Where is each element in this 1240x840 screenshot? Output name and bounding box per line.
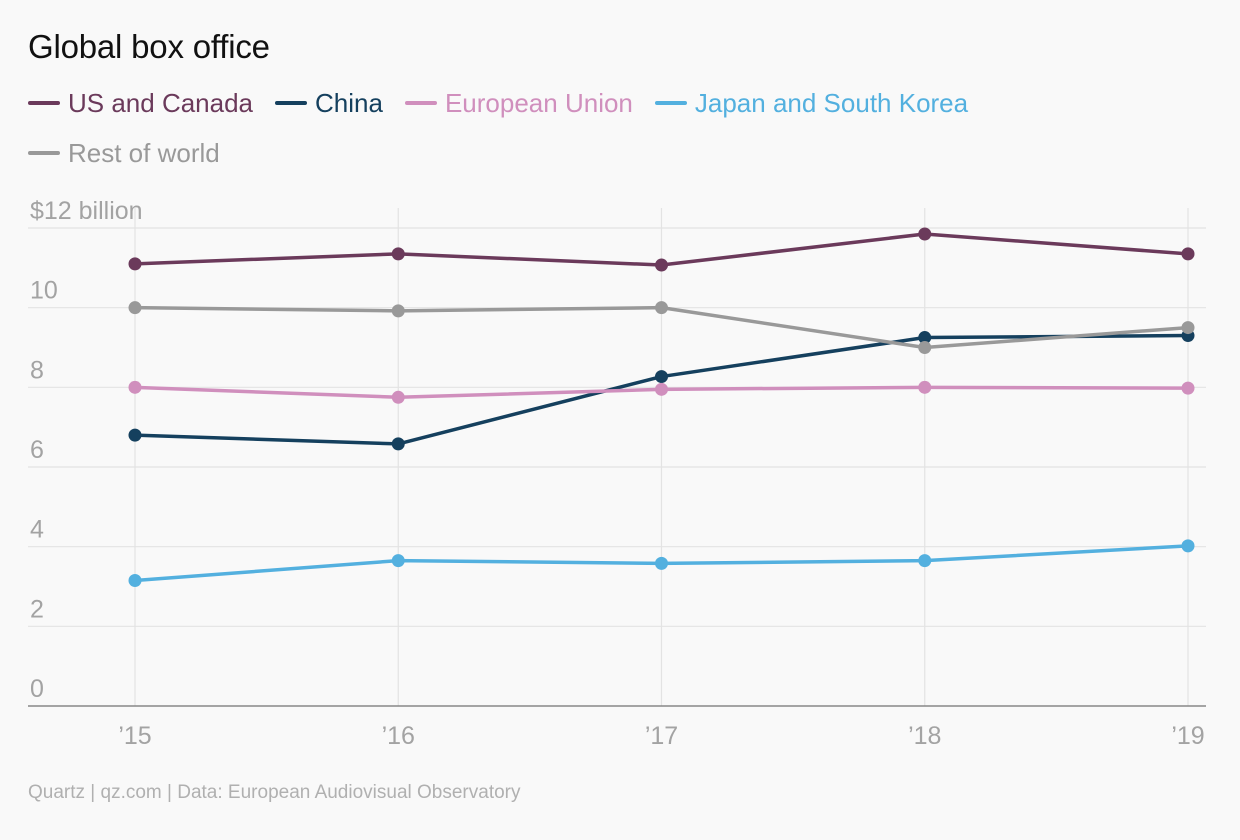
- legend-item: US and Canada: [28, 84, 253, 122]
- legend-item: European Union: [404, 84, 633, 122]
- chart-title: Global box office: [28, 28, 270, 65]
- legend-label: China: [315, 87, 383, 118]
- series-group: [128, 227, 1195, 588]
- y-axis-labels: 0 2 4 6 8 10 $12 billion: [30, 197, 143, 703]
- legend-swatch: [28, 101, 60, 105]
- legend-swatch: [404, 101, 437, 105]
- data-point: [1181, 381, 1195, 395]
- data-point: [918, 331, 932, 345]
- data-point: [391, 390, 405, 404]
- data-point: [128, 428, 142, 442]
- legend-item: Japan and South Korea: [654, 84, 969, 122]
- data-point: [918, 341, 932, 354]
- y-tick-label: 4: [30, 516, 44, 544]
- data-point: [655, 556, 668, 570]
- y-tick-label: 6: [30, 436, 44, 464]
- data-point: [391, 437, 405, 451]
- data-point: [918, 554, 932, 568]
- legend-item: China: [275, 84, 383, 122]
- y-tick-label: 10: [30, 277, 58, 305]
- x-tick-label: ’18: [908, 722, 941, 750]
- legend-label: Rest of world: [68, 137, 220, 168]
- y-tick-label: $12 billion: [30, 197, 143, 225]
- legend-label: European Union: [444, 87, 633, 118]
- data-point: [128, 301, 142, 315]
- data-point: [128, 380, 142, 394]
- data-point: [391, 247, 405, 261]
- y-tick-label: 2: [30, 595, 44, 623]
- data-point: [655, 370, 668, 384]
- legend-swatch: [654, 101, 687, 105]
- data-point: [391, 554, 405, 568]
- data-point: [128, 574, 142, 588]
- data-point: [391, 304, 405, 318]
- data-point: [655, 382, 668, 396]
- data-point: [655, 301, 668, 315]
- data-point: [655, 258, 668, 272]
- y-tick-label: 8: [30, 356, 44, 384]
- data-point: [1181, 247, 1195, 261]
- y-tick-label: 0: [30, 675, 44, 703]
- legend-label: Japan and South Korea: [694, 87, 969, 118]
- data-point: [1181, 539, 1195, 553]
- data-point: [918, 227, 932, 241]
- legend-item: Rest of world: [28, 134, 220, 172]
- data-point: [918, 380, 932, 394]
- legend-label: US and Canada: [68, 87, 254, 118]
- data-point: [1181, 321, 1195, 335]
- legend-swatch: [28, 151, 60, 155]
- x-tick-label: ’15: [118, 722, 151, 750]
- x-tick-label: ’16: [382, 722, 415, 750]
- x-tick-label: ’19: [1171, 722, 1204, 750]
- line-chart: 0 2 4 6 8 10 $12 billion ’15 ’16 ’17 ’18 ’19: [28, 197, 1206, 750]
- source-footer: Quartz | qz.com | Data: European Audiovi…: [28, 782, 521, 803]
- x-axis-labels: ’15 ’16 ’17 ’18 ’19: [118, 722, 1204, 750]
- grid: [28, 208, 1206, 706]
- data-point: [128, 257, 142, 271]
- legend-swatch: [275, 101, 308, 105]
- x-tick-label: ’17: [645, 722, 678, 750]
- legend: US and Canada China European Union Japan an…: [28, 84, 1128, 172]
